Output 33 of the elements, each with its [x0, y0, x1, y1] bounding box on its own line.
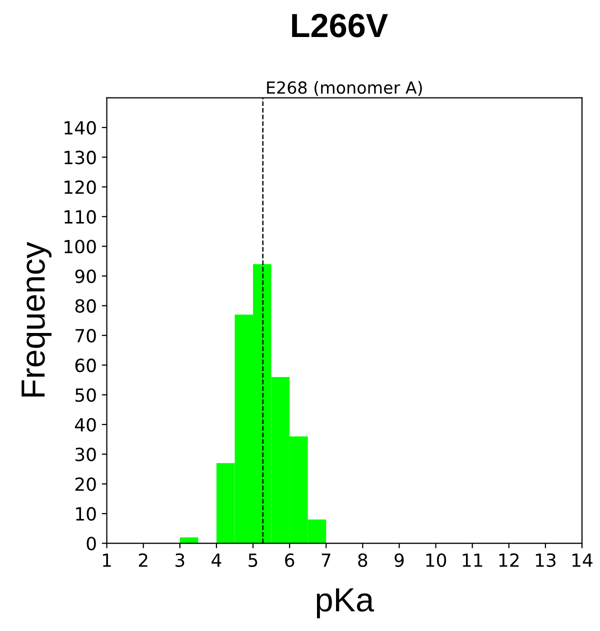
y-tick-label: 110	[64, 210, 96, 224]
y-axis-title: Frequency	[22, 242, 52, 397]
y-tick-label: 20	[75, 477, 96, 492]
y-tick-label: 60	[75, 358, 96, 372]
x-tick-label: 7	[322, 554, 330, 567]
chart-subtitle: E268 (monomer A)	[267, 80, 422, 96]
y-tick-label: 90	[75, 269, 96, 284]
chart-title: L266V	[292, 14, 388, 38]
y-tick-label: 120	[64, 180, 96, 194]
y-tick-label: 10	[76, 507, 96, 521]
y-tick-label: 0	[86, 536, 96, 550]
y-tick-label: 50	[75, 388, 96, 402]
y-tick-label: 70	[76, 328, 96, 343]
x-tick-label: 14	[572, 554, 592, 567]
x-tick-label: 8	[358, 553, 368, 567]
y-tick-label: 40	[74, 418, 96, 432]
x-tick-label: 1	[103, 554, 111, 567]
y-tick-label: 30	[75, 448, 96, 462]
x-tick-label: 3	[176, 553, 184, 567]
x-tick-label: 2	[138, 553, 148, 567]
x-tick-label: 12	[499, 553, 519, 567]
y-tick-label: 80	[75, 299, 96, 313]
y-tick-label: 100	[64, 240, 96, 254]
x-tick-label: 13	[536, 553, 556, 567]
y-tick-label: 140	[64, 120, 96, 135]
x-tick-label: 11	[462, 554, 482, 567]
x-tick-label: 9	[394, 553, 404, 567]
x-tick-label: 4	[212, 554, 222, 567]
x-tick-label: 10	[426, 553, 446, 567]
x-axis-title: pKa	[316, 588, 374, 618]
x-tick-label: 5	[248, 554, 258, 567]
x-tick-label: 6	[285, 553, 294, 567]
y-tick-label: 130	[64, 150, 96, 164]
